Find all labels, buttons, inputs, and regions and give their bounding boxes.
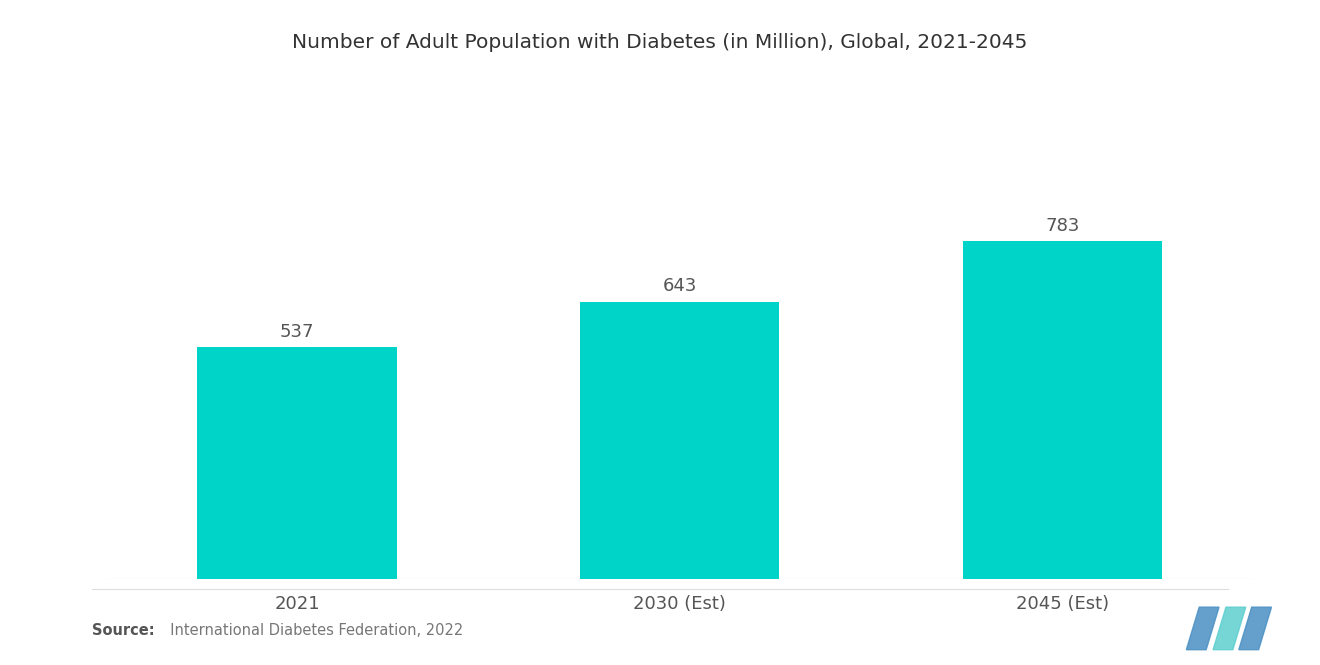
Text: 537: 537	[280, 323, 314, 341]
Bar	[198, 347, 396, 579]
Text: 783: 783	[1045, 217, 1080, 235]
Text: Number of Adult Population with Diabetes (in Million), Global, 2021-2045: Number of Adult Population with Diabetes…	[292, 33, 1028, 53]
Polygon shape	[1187, 607, 1220, 650]
Bar	[964, 241, 1162, 579]
Polygon shape	[1213, 607, 1246, 650]
Text: International Diabetes Federation, 2022: International Diabetes Federation, 2022	[161, 623, 463, 638]
Text: 643: 643	[663, 277, 697, 295]
Polygon shape	[1238, 607, 1271, 650]
Text: Source:: Source:	[92, 623, 154, 638]
Bar	[581, 302, 779, 579]
